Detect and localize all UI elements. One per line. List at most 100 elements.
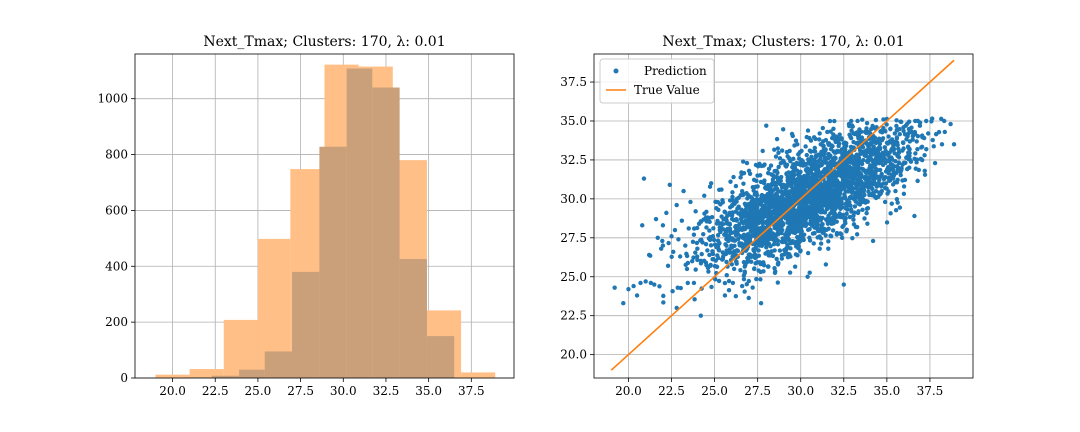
scatter-point: [745, 232, 750, 237]
scatter-point: [789, 131, 795, 137]
scatter-point: [882, 185, 888, 191]
scatter-point: [894, 197, 900, 202]
scatter-point: [730, 254, 735, 259]
scatter-point: [814, 167, 819, 172]
scatter-point: [863, 168, 869, 173]
scatter-point: [766, 166, 772, 172]
scatter-point: [741, 276, 747, 282]
scatter-point: [776, 228, 781, 233]
scatter-point: [879, 184, 884, 189]
scatter-point: [752, 252, 758, 257]
scatter-point: [810, 200, 816, 206]
scatter-point: [740, 244, 745, 249]
scatter-point: [847, 164, 852, 170]
scatter-point: [857, 151, 862, 157]
scatter-point: [832, 118, 837, 124]
x-ticks: 20.0 22.5 25.0 27.5 30.0 32.5 35.0 37.5: [615, 378, 943, 398]
scatter-point: [709, 284, 714, 290]
scatter-point: [899, 119, 904, 125]
scatter-point: [845, 168, 850, 173]
scatter-point: [875, 182, 881, 187]
scatter-point: [835, 135, 841, 141]
scatter-point: [824, 201, 830, 206]
scatter-point: [881, 117, 886, 122]
scatter-point: [798, 248, 803, 253]
scatter-point: [882, 145, 887, 150]
scatter-point: [758, 301, 764, 306]
scatter-point: [784, 182, 790, 188]
scatter-point: [724, 259, 729, 265]
scatter-point: [847, 189, 853, 194]
axes-frame: [593, 53, 974, 379]
scatter-point: [737, 241, 742, 246]
scatter-point: [753, 184, 758, 190]
y-tick-label: 32.5: [560, 153, 587, 167]
scatter-point: [807, 270, 812, 275]
scatter-point: [859, 160, 864, 166]
scatter-point: [870, 162, 876, 168]
scatter-point: [845, 159, 850, 165]
scatter-point: [763, 251, 768, 256]
scatter-point: [892, 139, 897, 145]
scatter-point: [850, 124, 855, 129]
scatter-point: [775, 232, 781, 237]
scatter-point: [779, 183, 785, 189]
scatter-point: [902, 177, 908, 183]
scatter-point: [773, 154, 779, 159]
scatter-point: [877, 141, 883, 146]
scatter-point: [924, 147, 929, 152]
scatter-point: [729, 243, 734, 248]
scatter-point: [790, 195, 795, 201]
scatter-point: [715, 233, 721, 238]
scatter-point: [707, 184, 713, 189]
scatter-point: [804, 134, 809, 140]
y-tick-label: 20.0: [560, 348, 587, 362]
scatter-point: [851, 131, 856, 136]
scatter-point: [773, 269, 778, 274]
scatter-point: [708, 263, 713, 268]
scatter-point: [733, 233, 739, 238]
scatter-point: [749, 253, 754, 258]
scatter-point: [722, 232, 727, 237]
scatter-point: [731, 266, 737, 272]
scatter-point: [829, 187, 834, 192]
y-tick-label: 30.0: [560, 192, 587, 206]
scatter-point: [681, 188, 686, 194]
scatter-point: [716, 255, 721, 261]
scatter-point: [840, 224, 845, 230]
scatter-point: [785, 174, 790, 180]
scatter-point: [847, 200, 852, 205]
scatter-point: [848, 135, 854, 141]
x-tick-label: 27.5: [744, 384, 771, 398]
x-tick-label: 32.5: [830, 384, 857, 398]
scatter-point: [783, 200, 788, 205]
scatter-point: [787, 198, 792, 203]
scatter-point: [693, 267, 698, 272]
scatter-point: [750, 285, 755, 290]
x-ticks: 20.0 22.5 25.0 27.5 30.0 32.5 35.0 37.5: [159, 378, 485, 398]
scatter-point: [755, 205, 760, 210]
scatter-point: [832, 197, 838, 203]
scatter-point: [804, 168, 809, 174]
scatter-point: [730, 210, 735, 215]
scatter-point: [774, 187, 780, 192]
scatter-point: [857, 200, 862, 206]
scatter-point: [834, 185, 839, 190]
scatter-point: [870, 238, 876, 244]
scatter-point: [720, 198, 725, 203]
scatter-point: [839, 196, 845, 201]
scatter-point: [701, 232, 706, 237]
scatter-point: [837, 132, 842, 137]
scatter-point: [901, 128, 906, 134]
scatter-point: [669, 234, 674, 239]
scatter-point: [894, 127, 899, 133]
scatter-point: [783, 238, 789, 243]
scatter-point: [861, 187, 867, 193]
scatter-point: [918, 156, 924, 162]
scatter-point: [652, 282, 657, 287]
scatter-point: [851, 173, 857, 178]
scatter-point: [717, 241, 722, 246]
scatter-point: [781, 206, 786, 211]
scatter-point: [758, 197, 763, 202]
scatter-point: [677, 254, 683, 259]
